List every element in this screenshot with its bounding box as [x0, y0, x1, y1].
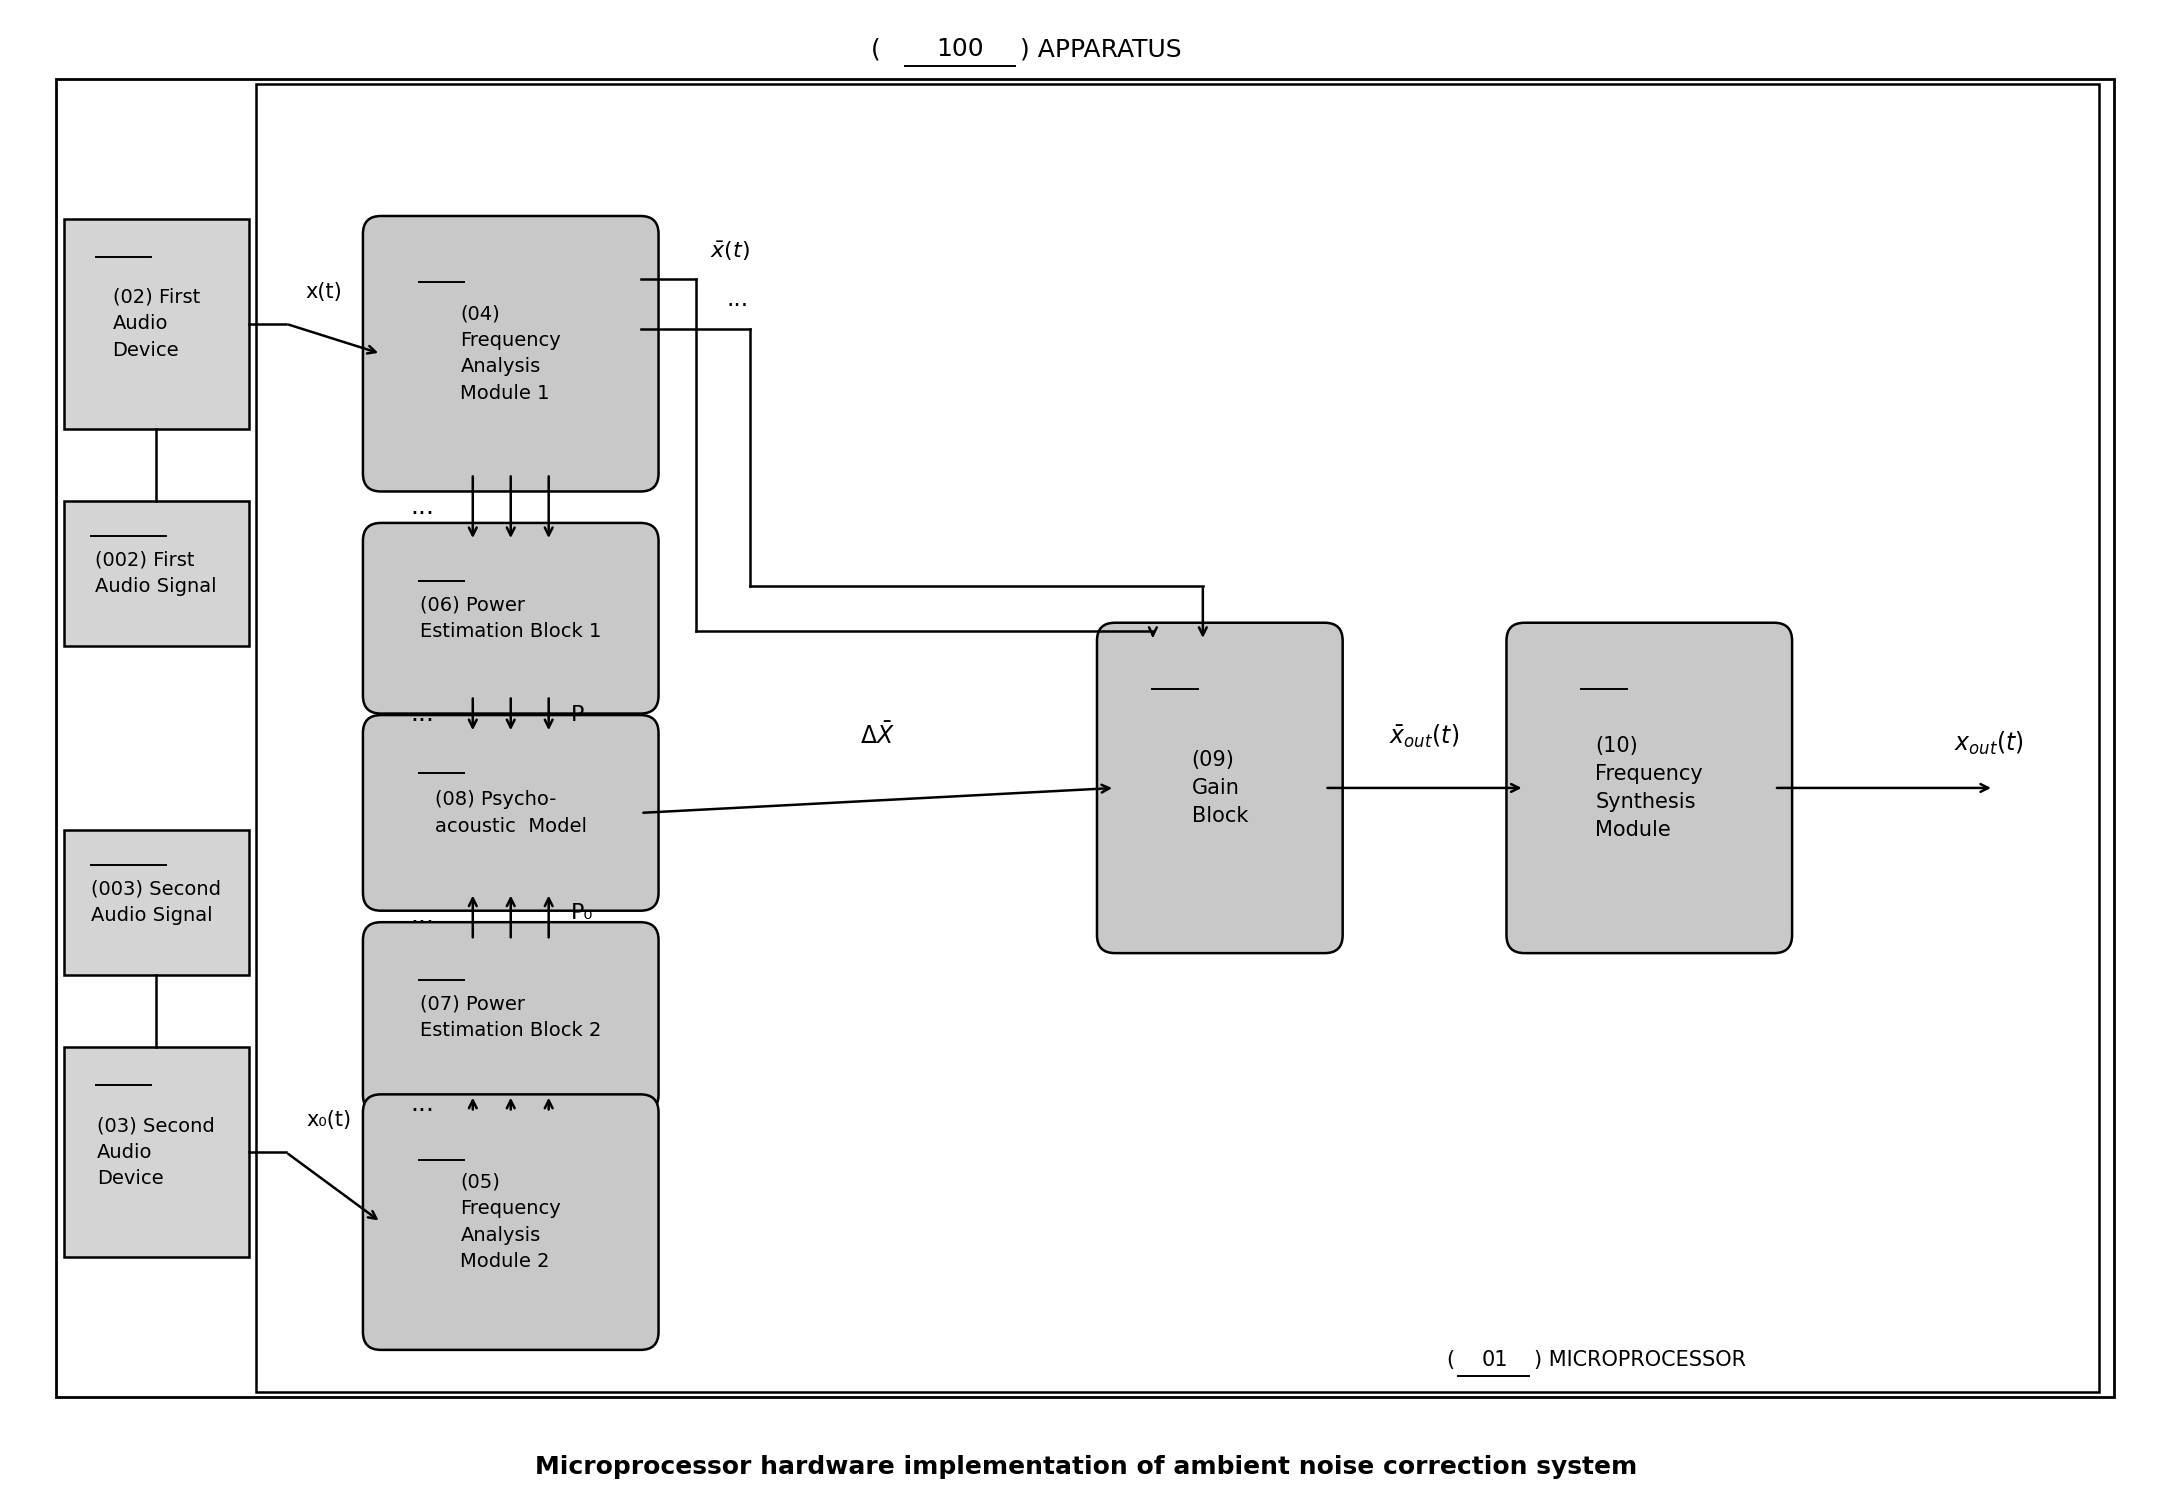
FancyBboxPatch shape	[363, 1094, 658, 1350]
Text: $\bar{x}(t)$: $\bar{x}(t)$	[710, 239, 749, 263]
FancyBboxPatch shape	[363, 523, 658, 714]
Text: (002) First
Audio Signal: (002) First Audio Signal	[96, 550, 217, 597]
Text: (03) Second
Audio
Device: (03) Second Audio Device	[98, 1117, 215, 1189]
FancyBboxPatch shape	[63, 219, 248, 428]
FancyBboxPatch shape	[363, 216, 658, 491]
Text: ...: ...	[728, 287, 749, 311]
Text: (: (	[871, 38, 880, 62]
Text: (003) Second
Audio Signal: (003) Second Audio Signal	[91, 879, 222, 926]
Text: 01: 01	[1481, 1350, 1507, 1369]
Text: 100: 100	[936, 38, 984, 62]
Text: (09)
Gain
Block: (09) Gain Block	[1192, 750, 1249, 827]
Text: (07) Power
Estimation Block 2: (07) Power Estimation Block 2	[419, 995, 602, 1040]
Text: ) APPARATUS: ) APPARATUS	[1021, 38, 1182, 62]
Text: Microprocessor hardware implementation of ambient noise correction system: Microprocessor hardware implementation o…	[534, 1455, 1638, 1479]
FancyBboxPatch shape	[63, 830, 248, 975]
Text: x₀(t): x₀(t)	[306, 1111, 352, 1130]
FancyBboxPatch shape	[1097, 622, 1342, 953]
Text: ...: ...	[411, 905, 434, 929]
FancyBboxPatch shape	[256, 84, 2098, 1392]
FancyBboxPatch shape	[63, 1048, 248, 1257]
FancyBboxPatch shape	[1507, 622, 1792, 953]
Text: $\bar{x}_{out}(t)$: $\bar{x}_{out}(t)$	[1390, 723, 1460, 750]
FancyBboxPatch shape	[63, 500, 248, 646]
Text: (08) Psycho-
acoustic  Model: (08) Psycho- acoustic Model	[434, 791, 586, 836]
Text: (10)
Frequency
Synthesis
Module: (10) Frequency Synthesis Module	[1596, 736, 1703, 840]
Text: x(t): x(t)	[306, 283, 343, 302]
Text: ...: ...	[411, 494, 434, 519]
Text: (06) Power
Estimation Block 1: (06) Power Estimation Block 1	[419, 595, 602, 640]
Text: ...: ...	[411, 702, 434, 726]
FancyBboxPatch shape	[363, 715, 658, 911]
Text: (05)
Frequency
Analysis
Module 2: (05) Frequency Analysis Module 2	[460, 1172, 560, 1272]
Text: $x_{out}(t)$: $x_{out}(t)$	[1955, 729, 2024, 756]
Text: (: (	[1447, 1350, 1455, 1369]
Text: ...: ...	[411, 1091, 434, 1115]
FancyBboxPatch shape	[363, 923, 658, 1112]
Text: P: P	[571, 705, 584, 724]
Text: (04)
Frequency
Analysis
Module 1: (04) Frequency Analysis Module 1	[460, 305, 560, 403]
Text: ) MICROPROCESSOR: ) MICROPROCESSOR	[1533, 1350, 1746, 1369]
Text: $\Delta\bar{X}$: $\Delta\bar{X}$	[860, 723, 895, 750]
Text: (02) First
Audio
Device: (02) First Audio Device	[113, 287, 200, 359]
FancyBboxPatch shape	[56, 80, 2113, 1396]
Text: P₀: P₀	[571, 903, 593, 923]
